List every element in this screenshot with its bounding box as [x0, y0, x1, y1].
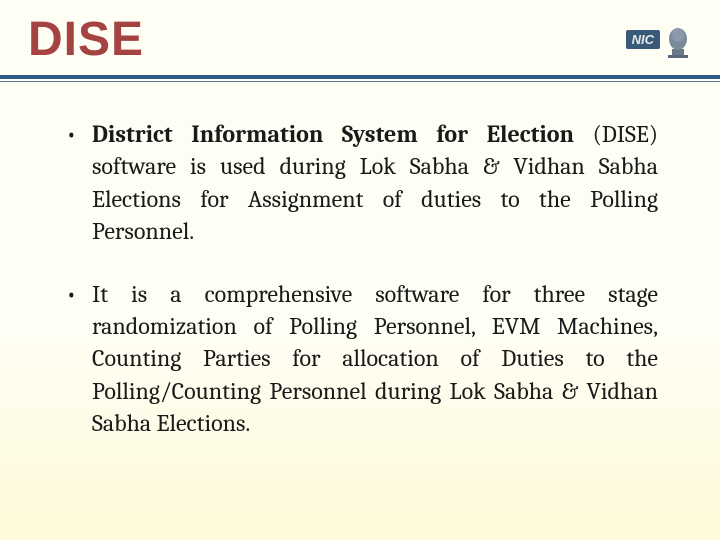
nic-logo-text: NIC [626, 30, 660, 49]
header-divider [0, 75, 720, 79]
bullet-list: District Information System for Election… [62, 118, 658, 440]
slide-title: DISE [28, 12, 144, 67]
slide-header: DISE NIC [0, 0, 720, 75]
bullet-text: It is a comprehensive software for three… [92, 280, 658, 438]
slide-content: District Information System for Election… [0, 82, 720, 490]
bullet-item: District Information System for Election… [62, 118, 658, 248]
nic-logo: NIC [626, 30, 660, 49]
logo-area: NIC [626, 21, 692, 59]
emblem-icon [664, 21, 692, 59]
bullet-bold-lead: District Information System for Election [92, 120, 574, 148]
bullet-item: It is a comprehensive software for three… [62, 278, 658, 440]
